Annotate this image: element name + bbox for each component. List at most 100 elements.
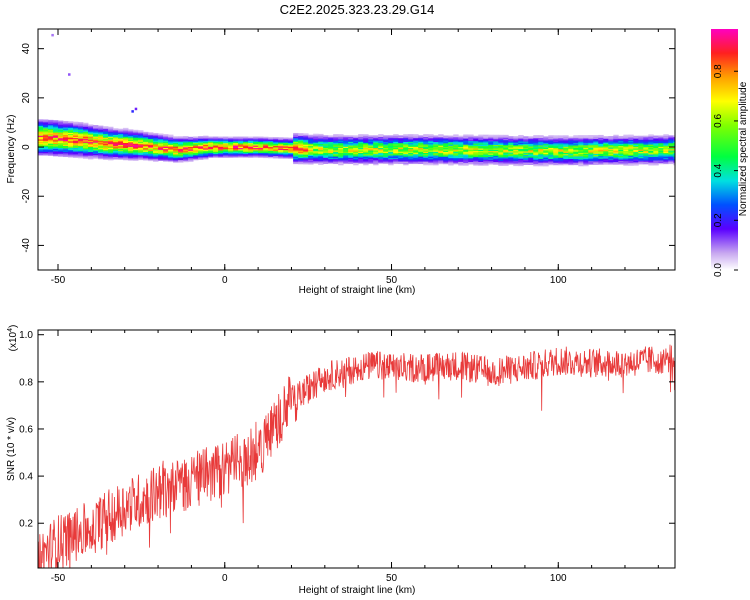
heatmap-cell	[208, 151, 214, 153]
heatmap-cell	[633, 157, 639, 160]
heatmap-cell	[588, 158, 594, 161]
heatmap-cell	[383, 153, 389, 156]
heatmap-cell	[148, 147, 154, 149]
heatmap-cell	[183, 156, 189, 159]
heatmap-cell	[528, 152, 534, 154]
heatmap-cell	[548, 137, 554, 140]
heatmap-cell	[108, 141, 114, 144]
heatmap-cell	[48, 143, 54, 145]
heatmap-cell	[263, 155, 269, 157]
heatmap-cell	[563, 163, 569, 166]
heatmap-cell	[178, 151, 184, 153]
heatmap-cell	[108, 152, 114, 155]
heatmap-cell	[73, 156, 79, 158]
heatmap-cell	[438, 158, 444, 161]
heatmap-cell	[518, 142, 524, 144]
heatmap-cell	[218, 150, 224, 152]
heatmap-cell	[618, 151, 624, 154]
heatmap-cell	[143, 142, 149, 145]
heatmap-cell	[283, 142, 289, 145]
heatmap-cell	[508, 142, 514, 144]
heatmap-cell	[98, 131, 104, 134]
heatmap-cell	[128, 139, 134, 141]
heatmap-cell	[353, 163, 359, 166]
heatmap-cell	[568, 159, 574, 162]
heatmap-cell	[613, 150, 619, 153]
heatmap-cell	[658, 149, 664, 151]
heatmap-cell	[638, 145, 644, 148]
heatmap-cell	[523, 147, 529, 149]
heatmap-cell	[108, 129, 114, 131]
heatmap-cell	[543, 156, 549, 158]
heatmap-cell	[378, 150, 384, 152]
heatmap-cell	[588, 137, 594, 140]
heatmap-cell	[428, 157, 434, 160]
heatmap-cell	[443, 158, 449, 161]
heatmap-cell	[88, 142, 94, 145]
heatmap-cell	[468, 140, 474, 143]
heatmap-cell	[473, 140, 479, 143]
heatmap-cell	[318, 151, 324, 153]
heatmap-cell	[148, 143, 154, 146]
heatmap-cell	[333, 152, 339, 155]
heatmap-cell	[53, 138, 59, 141]
heatmap-cell	[653, 151, 659, 154]
heatmap-cell	[423, 155, 429, 157]
heatmap-cell	[293, 132, 299, 135]
heatmap-cell	[598, 148, 604, 151]
heatmap-cell	[398, 159, 404, 162]
heatmap-cell	[158, 159, 164, 161]
heatmap-cell	[488, 143, 494, 145]
heatmap-cell	[278, 155, 284, 158]
heatmap-cell	[643, 162, 649, 165]
heatmap-cell	[488, 139, 494, 142]
heatmap-cell	[108, 153, 114, 156]
heatmap-cell	[483, 143, 489, 145]
heatmap-cell	[228, 148, 234, 151]
heatmap-cell	[348, 158, 354, 161]
heatmap-cell	[543, 164, 549, 167]
heatmap-cell	[428, 152, 434, 155]
heatmap-cell	[143, 149, 149, 151]
heatmap-cell	[343, 152, 349, 155]
heatmap-cell	[328, 150, 334, 152]
heatmap-cell	[493, 153, 499, 155]
heatmap-cell	[438, 139, 444, 141]
heatmap-cell	[168, 145, 174, 148]
heatmap-cell	[168, 143, 174, 145]
heatmap-cell	[608, 149, 614, 152]
heatmap-cell	[188, 142, 194, 145]
heatmap-cell	[348, 151, 354, 153]
heatmap-cell	[538, 142, 544, 145]
heatmap-cell	[373, 156, 379, 158]
heatmap-cell	[508, 137, 514, 139]
heatmap-cell	[98, 135, 104, 138]
heatmap-cell	[178, 156, 184, 158]
heatmap-cell	[623, 154, 629, 156]
heatmap-cell	[453, 146, 459, 149]
heatmap-cell	[438, 146, 444, 149]
heatmap-cell	[513, 139, 519, 142]
heatmap-cell	[263, 150, 269, 152]
heatmap-cell	[433, 157, 439, 160]
heatmap-cell	[388, 163, 394, 166]
heatmap-cell	[118, 129, 124, 132]
heatmap-cell	[108, 145, 114, 147]
heatmap-cell	[43, 133, 49, 135]
heatmap-cell	[673, 148, 675, 151]
heatmap-cell	[313, 138, 319, 141]
heatmap-cell	[463, 134, 469, 137]
heatmap-cell	[308, 150, 314, 153]
heatmap-cell	[438, 150, 444, 152]
heatmap-cell	[118, 153, 124, 155]
heatmap-cell	[218, 146, 224, 149]
heatmap-cell	[508, 148, 514, 151]
heatmap-cell	[218, 140, 224, 142]
heatmap-cell	[213, 156, 219, 158]
heatmap-cell	[43, 125, 49, 128]
heatmap-cell	[88, 124, 94, 127]
heatmap-cell	[123, 142, 129, 145]
heatmap-cell	[458, 141, 464, 144]
heatmap-cell	[373, 146, 379, 149]
heatmap-cell	[673, 161, 675, 163]
